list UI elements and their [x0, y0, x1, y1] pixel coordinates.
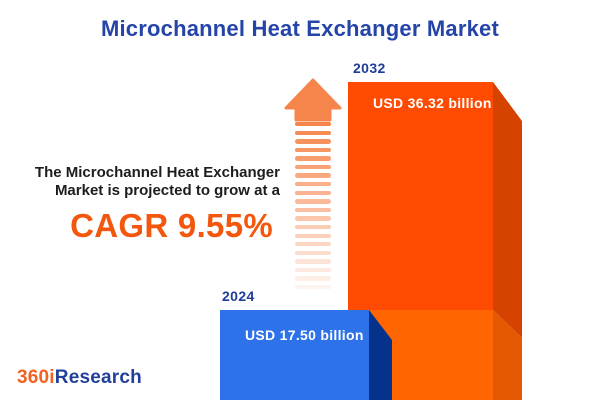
bar-2032	[348, 82, 522, 400]
projection-line-1: The Microchannel Heat Exchanger	[34, 164, 280, 181]
bar-2024-face	[220, 310, 369, 400]
bar-2032-side-lower	[493, 310, 522, 400]
bar-2024-value-label: USD 17.50 billion	[245, 327, 364, 343]
brand-logo-360i: 360i	[17, 367, 55, 388]
bar-2032-face-upper	[348, 82, 493, 311]
projection-text: The Microchannel Heat Exchanger Market i…	[20, 164, 280, 245]
bar-2024-side	[369, 310, 392, 400]
projection-line-2: Market is projected to grow at a	[54, 182, 280, 199]
cagr-value: CAGR 9.55%	[70, 207, 273, 244]
bar-2032-year-label: 2032	[353, 60, 386, 76]
page-title: Microchannel Heat Exchanger Market	[100, 16, 500, 41]
bar-2024-year-label: 2024	[222, 288, 255, 304]
bar-2024	[220, 310, 392, 400]
growth-arrow-head	[284, 78, 342, 122]
brand-logo: 360iResearch	[17, 367, 142, 389]
bar-2032-side-upper	[493, 82, 522, 338]
bar-2032-value-label: USD 36.32 billion	[373, 95, 492, 111]
growth-arrow-tail	[295, 122, 331, 294]
brand-logo-research: Research	[54, 367, 142, 388]
growth-arrow-icon	[283, 76, 343, 290]
